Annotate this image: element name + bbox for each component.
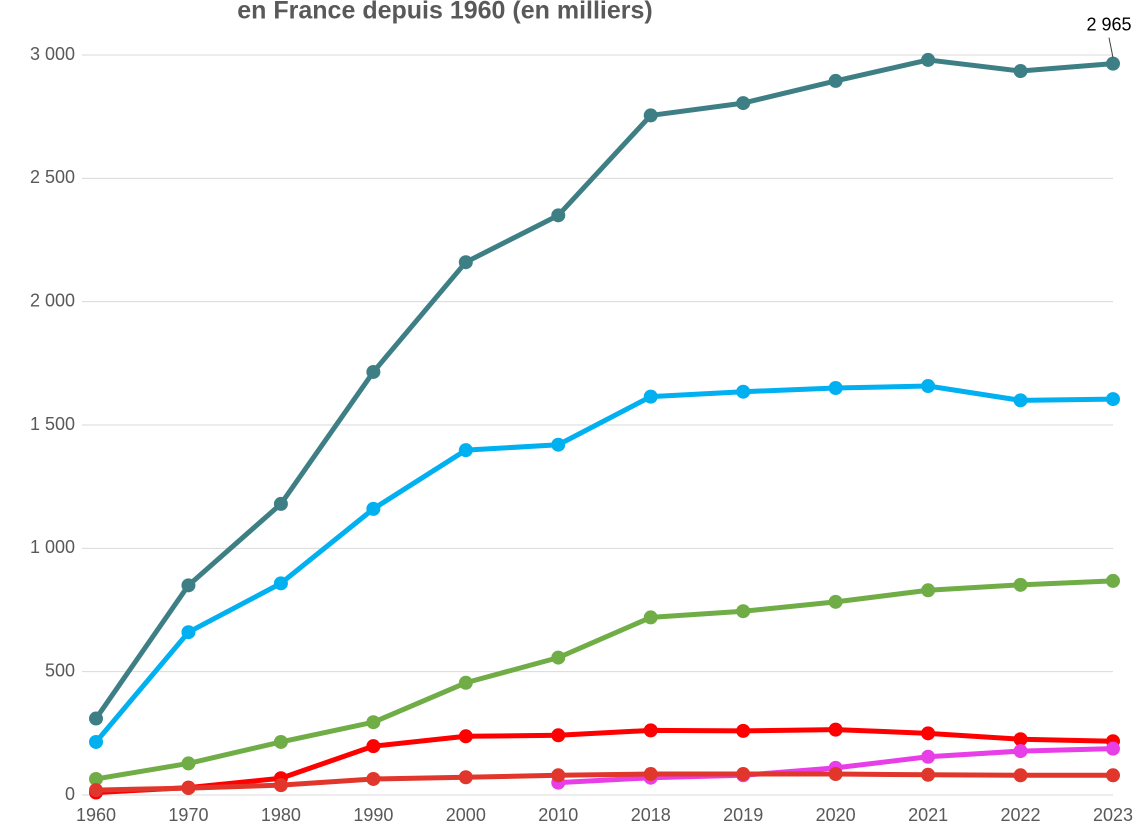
data-point — [1013, 64, 1028, 79]
x-tick-label: 2010 — [538, 805, 578, 825]
data-point — [828, 722, 843, 737]
x-tick-label: 2021 — [908, 805, 948, 825]
data-point — [1013, 768, 1028, 783]
data-point — [551, 768, 566, 783]
series-line — [95, 771, 1113, 793]
chart-title: en France depuis 1960 (en milliers) — [237, 0, 652, 25]
data-point — [89, 783, 103, 798]
y-tick-label: 500 — [45, 660, 75, 680]
data-point — [643, 767, 658, 782]
y-tick-label: 0 — [65, 784, 75, 804]
data-point — [1106, 573, 1120, 588]
data-point — [458, 675, 473, 690]
data-point — [1013, 577, 1028, 592]
data-point — [273, 576, 288, 591]
data-point — [551, 650, 566, 665]
data-point — [89, 771, 103, 786]
series-line — [95, 578, 1114, 782]
data-point — [366, 364, 381, 379]
data-point — [273, 778, 288, 793]
data-point — [551, 208, 566, 223]
data-point — [181, 625, 196, 640]
data-point — [458, 255, 473, 270]
data-point — [828, 767, 843, 782]
data-point — [921, 767, 936, 782]
data-point — [736, 604, 751, 619]
series-line — [95, 727, 1114, 796]
x-tick-label: 1990 — [353, 805, 393, 825]
data-point — [736, 767, 751, 782]
x-tick-label: 1960 — [76, 805, 116, 825]
data-point — [736, 723, 751, 738]
data-point — [273, 496, 288, 511]
data-point — [1013, 744, 1028, 759]
data-point — [921, 583, 936, 598]
y-tick-label: 2 000 — [30, 290, 75, 310]
data-point — [551, 728, 566, 743]
data-point — [458, 729, 473, 744]
data-point — [89, 711, 103, 726]
y-tick-label: 1 000 — [30, 537, 75, 557]
data-point — [921, 379, 936, 394]
x-tick-label: 1970 — [168, 805, 208, 825]
data-point — [921, 749, 936, 764]
series-line — [93, 57, 1114, 720]
x-tick-label: 2020 — [816, 805, 856, 825]
data-point — [458, 443, 473, 458]
y-tick-label: 3 000 — [30, 44, 75, 64]
data-point — [181, 781, 196, 796]
data-point — [828, 73, 843, 88]
data-point — [273, 734, 288, 749]
data-point — [89, 734, 103, 749]
label-leader — [1108, 37, 1114, 58]
data-point — [736, 96, 751, 111]
x-tick-label: 1980 — [261, 805, 301, 825]
y-tick-label: 2 500 — [30, 167, 75, 187]
data-point — [643, 389, 658, 404]
x-tick-label: 2022 — [1001, 805, 1041, 825]
series-line — [94, 383, 1114, 744]
data-point — [643, 610, 658, 625]
data-point — [366, 771, 381, 786]
data-point — [828, 381, 843, 395]
data-point — [458, 770, 473, 785]
data-point — [921, 726, 936, 741]
data-point — [643, 108, 658, 123]
x-tick-label: 2023 — [1093, 805, 1133, 825]
data-point — [551, 437, 566, 452]
data-point — [643, 723, 658, 738]
y-tick-label: 1 500 — [30, 414, 75, 434]
data-point — [1106, 741, 1120, 756]
data-point — [366, 739, 381, 754]
data-point — [1013, 732, 1028, 747]
x-tick-label: 2019 — [723, 805, 763, 825]
data-point — [1106, 768, 1120, 783]
data-point — [181, 578, 196, 593]
x-tick-label: 2018 — [631, 805, 671, 825]
data-point — [1013, 393, 1028, 408]
data-point — [828, 594, 843, 609]
data-point — [921, 52, 936, 67]
data-point — [1106, 392, 1120, 407]
data-point — [366, 715, 381, 730]
data-point — [1106, 56, 1120, 71]
x-tick-label: 2000 — [446, 805, 486, 825]
data-point — [181, 756, 196, 771]
data-label: 2 965 — [1086, 14, 1131, 34]
data-point — [736, 384, 751, 399]
data-point — [366, 501, 381, 516]
